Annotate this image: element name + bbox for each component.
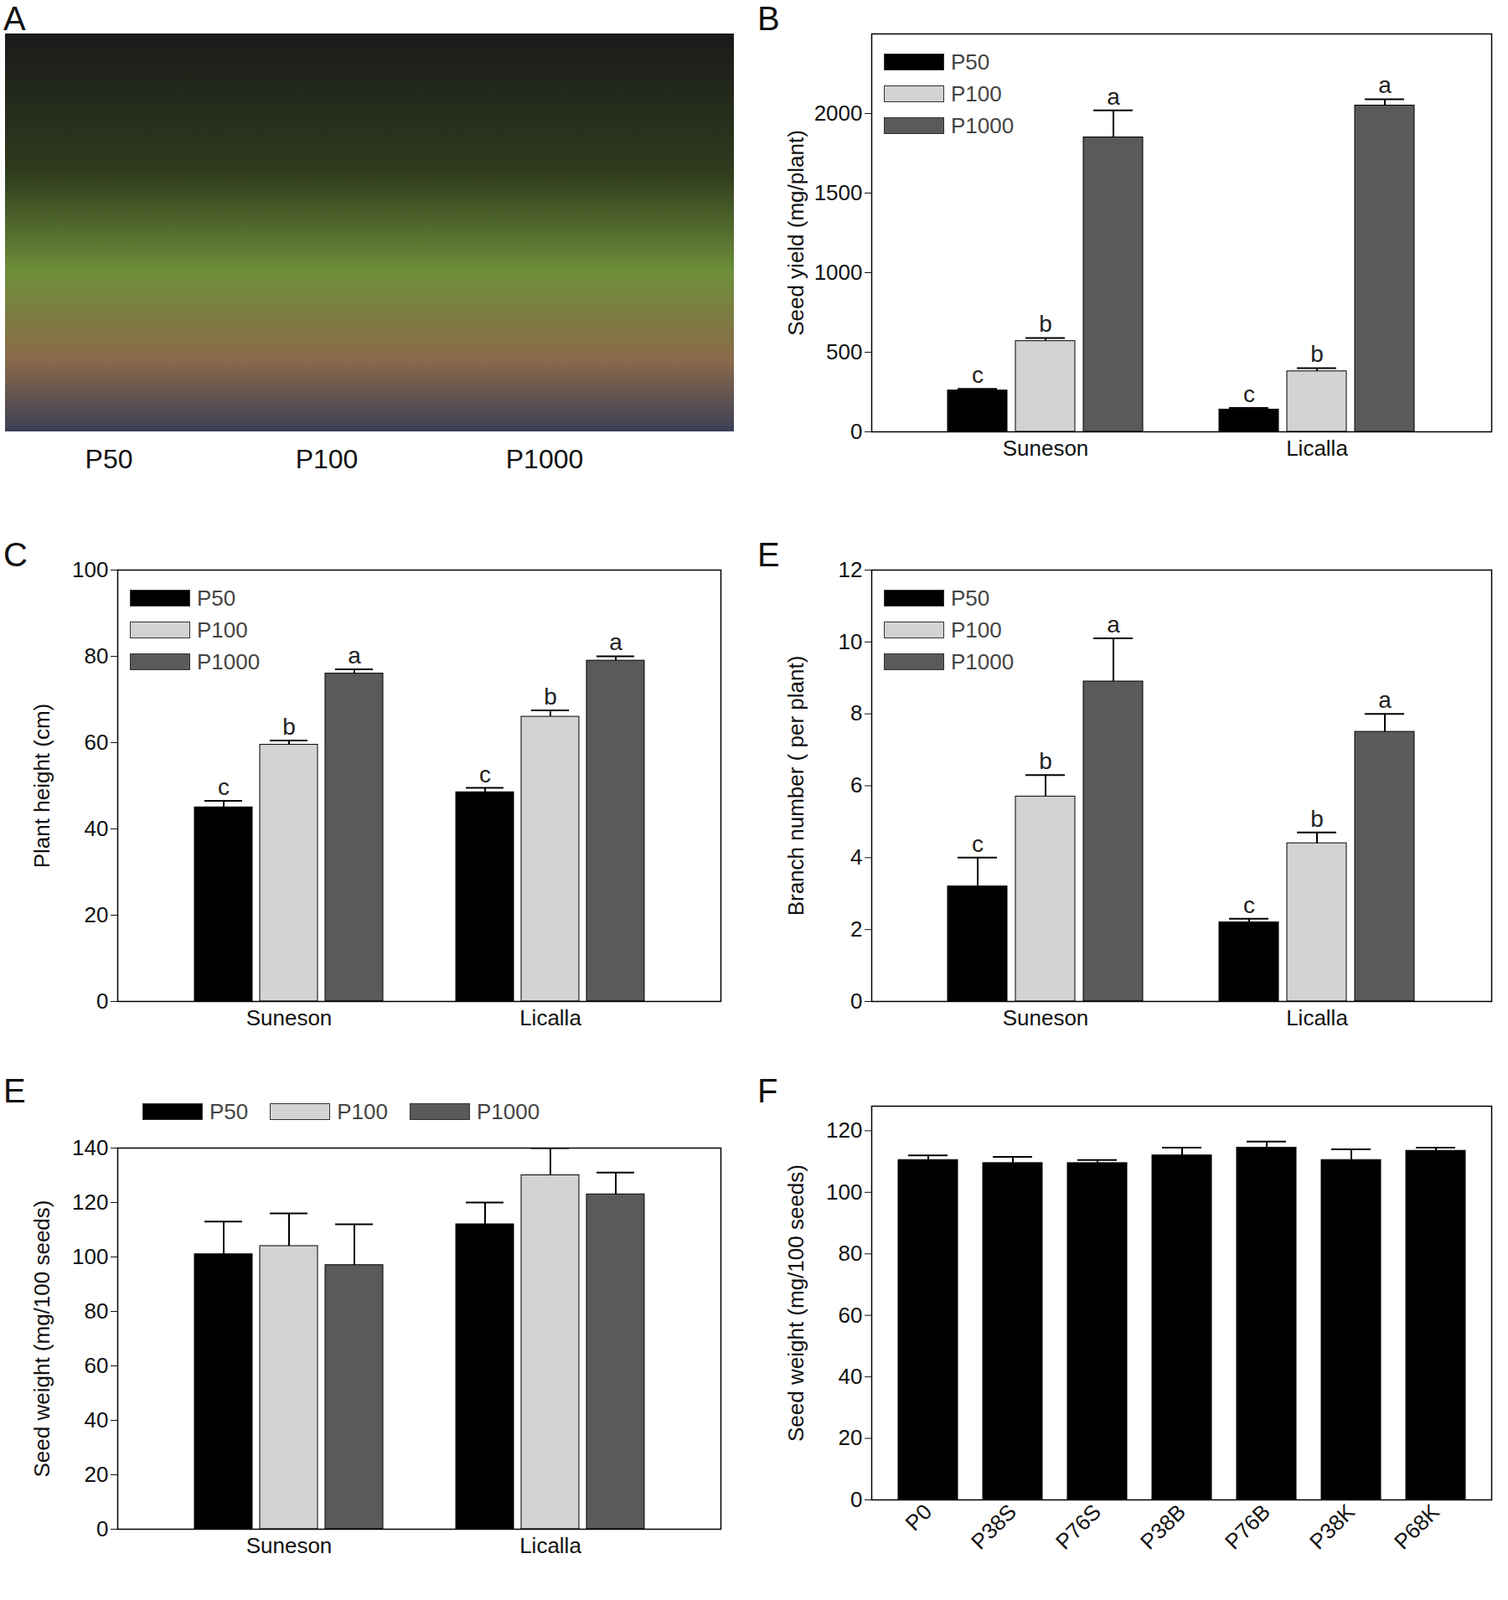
svg-text:Licalla: Licalla [1285,435,1348,461]
svg-text:2: 2 [850,916,863,942]
html-text:F: F [757,1072,778,1110]
svg-text:b: b [543,683,558,710]
svg-text:P38K: P38K [1304,1498,1361,1555]
svg-text:12: 12 [838,557,863,583]
svg-text:4: 4 [850,844,863,870]
html-text:P50: P50 [196,585,236,611]
svg-text:100: 100 [826,1179,863,1205]
svg-text:a: a [1106,611,1121,638]
svg-text:a: a [1106,83,1121,110]
svg-text:c: c [1243,381,1255,408]
svg-text:Licalla: Licalla [519,1005,582,1031]
svg-text:Seed weight (mg/100 seeds): Seed weight (mg/100 seeds) [29,1200,55,1478]
svg-text:140: 140 [72,1135,109,1161]
svg-text:P68K: P68K [1389,1498,1446,1555]
svg-text:60: 60 [84,729,109,755]
html-text:P50: P50 [950,49,990,75]
svg-text:1000: 1000 [814,259,863,285]
svg-text:2000: 2000 [814,100,863,126]
svg-text:a: a [609,629,623,656]
svg-text:10: 10 [838,629,863,655]
html-text:P1000: P1000 [505,444,584,475]
svg-text:Suneson: Suneson [1002,435,1090,461]
svg-text:Suneson: Suneson [246,1533,333,1559]
html-text:B: B [757,0,780,37]
html-text:P1000: P1000 [950,113,1014,139]
svg-text:a: a [347,642,362,669]
svg-text:80: 80 [84,1298,109,1324]
svg-text:c: c [971,361,984,388]
svg-text:Suneson: Suneson [246,1005,333,1031]
svg-text:40: 40 [838,1363,863,1390]
svg-text:0: 0 [96,988,109,1014]
html-text:P100: P100 [950,617,1002,643]
svg-text:40: 40 [84,815,109,842]
svg-text:Licalla: Licalla [1285,1005,1348,1031]
svg-text:20: 20 [84,902,109,928]
html-text:P50: P50 [209,1099,249,1125]
svg-text:a: a [1378,72,1392,99]
svg-text:60: 60 [84,1353,109,1379]
svg-text:b: b [1038,748,1053,775]
html-text:A: A [3,0,26,37]
svg-text:120: 120 [72,1189,109,1215]
svg-text:c: c [971,831,984,858]
svg-text:b: b [1310,340,1324,367]
svg-text:P76B: P76B [1219,1498,1276,1555]
svg-text:P0: P0 [899,1498,937,1536]
html-text:P1000: P1000 [950,649,1014,675]
html-text:P50: P50 [950,585,990,611]
html-text:C: C [3,536,28,574]
svg-text:0: 0 [850,988,863,1014]
svg-text:100: 100 [72,557,109,583]
svg-text:80: 80 [84,643,109,669]
svg-text:c: c [479,761,491,788]
svg-text:40: 40 [84,1407,109,1433]
svg-text:b: b [1310,805,1324,832]
svg-text:P38S: P38S [965,1498,1022,1555]
svg-text:Branch number ( per plant): Branch number ( per plant) [783,655,809,917]
html-text:P1000: P1000 [476,1099,540,1125]
svg-text:P38B: P38B [1135,1498,1191,1555]
svg-text:0: 0 [96,1516,109,1542]
svg-text:c: c [1243,892,1255,919]
svg-text:b: b [1038,310,1053,337]
svg-text:Seed yield (mg/plant): Seed yield (mg/plant) [783,129,809,336]
svg-text:P76S: P76S [1050,1498,1106,1555]
svg-text:Plant height (cm): Plant height (cm) [29,703,55,869]
html-text:E: E [757,536,780,574]
svg-text:20: 20 [838,1425,863,1451]
html-text:P100: P100 [337,1099,388,1125]
html-text:P100: P100 [196,617,248,643]
svg-text:Seed weight (mg/100 seeds): Seed weight (mg/100 seeds) [783,1164,809,1442]
svg-text:a: a [1378,686,1392,713]
html-text:P100: P100 [950,81,1002,107]
svg-text:0: 0 [850,418,863,445]
html-text:P50: P50 [85,444,133,475]
html-text:P1000: P1000 [196,649,260,675]
svg-text:20: 20 [84,1461,109,1488]
svg-text:60: 60 [838,1302,863,1328]
html-text:E: E [3,1072,26,1110]
svg-text:100: 100 [72,1244,109,1270]
svg-text:Suneson: Suneson [1002,1005,1090,1031]
svg-text:8: 8 [850,700,863,726]
svg-text:120: 120 [826,1117,863,1143]
svg-text:c: c [217,774,230,801]
html-text:P100: P100 [295,444,359,475]
svg-text:Licalla: Licalla [519,1533,582,1559]
svg-text:0: 0 [850,1487,863,1513]
svg-text:6: 6 [850,772,863,798]
svg-text:b: b [282,713,296,740]
svg-text:1500: 1500 [814,180,863,206]
svg-text:80: 80 [838,1240,863,1266]
svg-text:500: 500 [826,339,863,365]
